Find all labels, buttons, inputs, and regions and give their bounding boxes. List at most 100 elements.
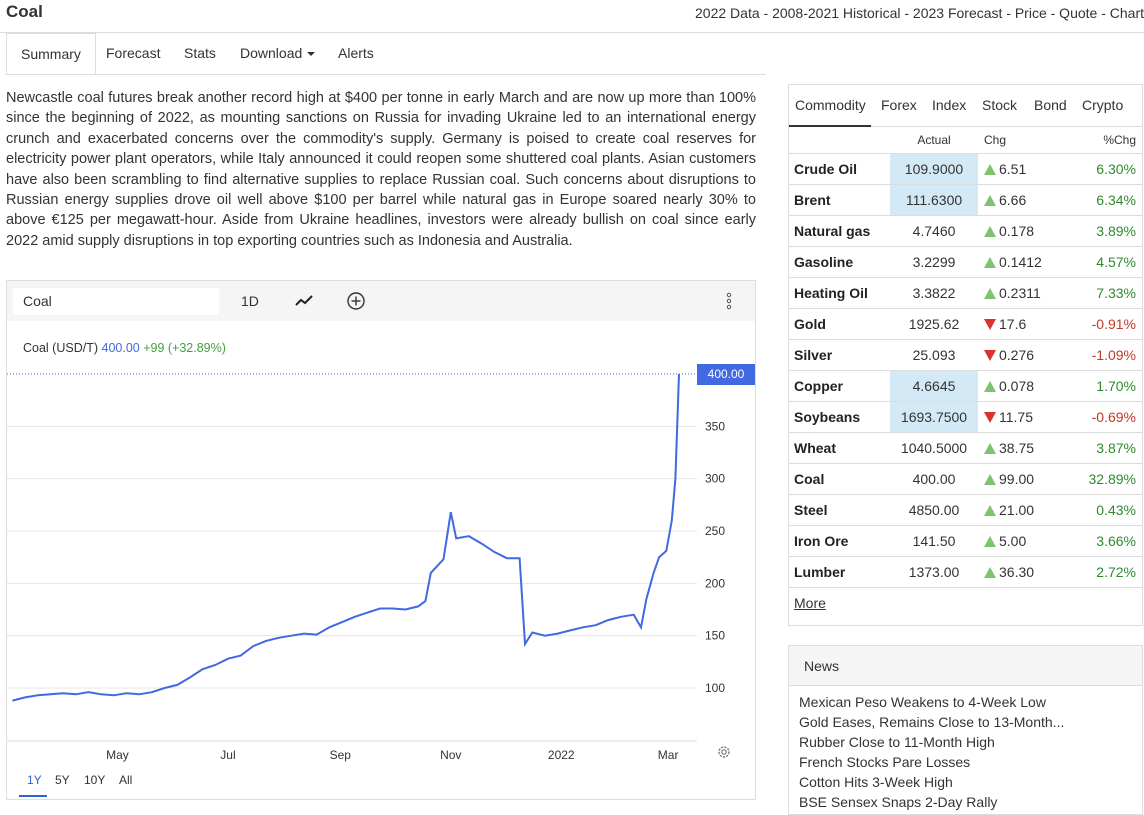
news-item[interactable]: Rubber Close to 11-Month High (799, 734, 995, 750)
quote-chg: 0.276 (978, 339, 1068, 371)
quote-name[interactable]: Silver (789, 339, 890, 371)
quote-chg-value: 6.51 (999, 160, 1027, 177)
quote-row[interactable]: Heating Oil 3.3822 0.2311 7.33% (789, 277, 1142, 309)
quote-chg-value: 6.66 (999, 191, 1027, 208)
summary-text: Newcastle coal futures break another rec… (6, 90, 756, 249)
quote-row[interactable]: Soybeans 1693.7500 11.75 -0.69% (789, 401, 1142, 433)
quote-row[interactable]: Iron Ore 141.50 5.00 3.66% (789, 525, 1142, 557)
news-list: Mexican Peso Weakens to 4-Week Low Gold E… (799, 692, 1139, 812)
quote-chg: 17.6 (978, 308, 1068, 340)
range-all[interactable]: All (119, 773, 133, 787)
quote-actual: 4.6645 (890, 370, 978, 402)
arrow-up-icon (984, 442, 996, 454)
quote-name[interactable]: Steel (789, 494, 890, 526)
quote-row[interactable]: Wheat 1040.5000 38.75 3.87% (789, 432, 1142, 464)
quotes-table: Actual Chg %Chg Crude Oil 109.9000 6.51 6.3… (789, 127, 1142, 588)
quote-pct: 2.72% (1068, 556, 1142, 588)
tab-alerts[interactable]: Alerts (338, 45, 374, 61)
quote-chg-value: 0.178 (999, 222, 1035, 239)
quote-name[interactable]: Brent (789, 184, 890, 216)
quote-row[interactable]: Silver 25.093 0.276 -1.09% (789, 339, 1142, 371)
chart-panel: Coal 1D Coal (USD/T) 400.00 +99 (+32.89%… (6, 280, 756, 800)
quote-name[interactable]: Natural gas (789, 215, 890, 247)
quote-row[interactable]: Coal 400.00 99.00 32.89% (789, 463, 1142, 495)
quote-row[interactable]: Crude Oil 109.9000 6.51 6.30% (789, 153, 1142, 185)
tab-forex[interactable]: Forex (881, 97, 917, 113)
news-item[interactable]: BSE Sensex Snaps 2-Day Rally (799, 794, 998, 810)
news-item[interactable]: Cotton Hits 3-Week High (799, 774, 953, 790)
arrow-down-icon (984, 349, 996, 361)
range-5y[interactable]: 5Y (55, 773, 70, 787)
quote-actual: 1373.00 (890, 556, 978, 588)
quote-name[interactable]: Lumber (789, 556, 890, 588)
tab-forecast[interactable]: Forecast (106, 45, 161, 61)
quote-row[interactable]: Brent 111.6300 6.66 6.34% (789, 184, 1142, 216)
chart-toolbar: Coal 1D (7, 281, 755, 321)
caret-down-icon (307, 52, 316, 57)
tab-summary[interactable]: Summary (6, 33, 96, 75)
quote-row[interactable]: Copper 4.6645 0.078 1.70% (789, 370, 1142, 402)
quote-name[interactable]: Wheat (789, 432, 890, 464)
settings-gear-icon[interactable] (715, 743, 733, 761)
quote-chg: 0.1412 (978, 246, 1068, 278)
quote-row[interactable]: Steel 4850.00 21.00 0.43% (789, 494, 1142, 526)
quote-name[interactable]: Heating Oil (789, 277, 890, 309)
quote-name[interactable]: Coal (789, 463, 890, 495)
quote-name[interactable]: Iron Ore (789, 525, 890, 557)
symbol-search-input[interactable]: Coal (13, 288, 219, 315)
quote-name[interactable]: Crude Oil (789, 153, 890, 185)
quote-pct: -0.91% (1068, 308, 1142, 340)
quote-pct: -0.69% (1068, 401, 1142, 433)
quote-row[interactable]: Gasoline 3.2299 0.1412 4.57% (789, 246, 1142, 278)
page-description: 2022 Data - 2008-2021 Historical - 2023 … (695, 5, 1144, 21)
header-chg: Chg (978, 127, 1068, 154)
tab-stock[interactable]: Stock (982, 97, 1018, 113)
quote-name[interactable]: Soybeans (789, 401, 890, 433)
chart-legend: Coal (USD/T) 400.00 +99 (+32.89%) (23, 341, 226, 355)
x-tick-label: May (106, 748, 129, 762)
news-item[interactable]: Mexican Peso Weakens to 4-Week Low (799, 694, 1046, 710)
y-tick-label: 200 (705, 576, 725, 590)
add-indicator-icon[interactable] (345, 290, 367, 312)
header-actual: Actual (890, 127, 978, 154)
tab-crypto[interactable]: Crypto (1082, 97, 1124, 113)
quote-actual: 3.3822 (890, 277, 978, 309)
interval-button[interactable]: 1D (241, 293, 259, 309)
quote-actual: 4850.00 (890, 494, 978, 526)
price-chart[interactable]: 100 150 200 250 300 350 May Jul Sep Nov 2022 Mar 400… (7, 321, 755, 771)
news-item[interactable]: French Stocks Pare Losses (799, 754, 971, 770)
arrow-up-icon (984, 535, 996, 547)
quote-row[interactable]: Lumber 1373.00 36.30 2.72% (789, 556, 1142, 588)
tab-download[interactable]: Download (226, 33, 329, 74)
quote-chg: 11.75 (978, 401, 1068, 433)
main-tabs: Summary Forecast Stats Download Alerts (6, 33, 766, 75)
tab-commodity[interactable]: Commodity (795, 97, 866, 113)
quote-chg: 99.00 (978, 463, 1068, 495)
tab-stats[interactable]: Stats (184, 45, 216, 61)
quote-name[interactable]: Copper (789, 370, 890, 402)
line-chart-icon[interactable] (293, 290, 315, 312)
quote-chg: 0.2311 (978, 277, 1068, 309)
arrow-down-icon (984, 411, 996, 423)
range-1y[interactable]: 1Y (27, 773, 42, 787)
more-link[interactable]: More (794, 595, 826, 611)
quote-row[interactable]: Natural gas 4.7460 0.178 3.89% (789, 215, 1142, 247)
header-name (789, 127, 890, 154)
quote-chg-value: 0.078 (999, 377, 1035, 394)
market-tabs: Commodity Forex Index Stock Bond Crypto (789, 85, 1142, 127)
quote-name[interactable]: Gold (789, 308, 890, 340)
quote-name[interactable]: Gasoline (789, 246, 890, 278)
quote-pct: 32.89% (1068, 463, 1142, 495)
quote-chg: 0.078 (978, 370, 1068, 402)
quote-pct: 6.30% (1068, 153, 1142, 185)
arrow-up-icon (984, 256, 996, 268)
range-10y[interactable]: 10Y (84, 773, 106, 787)
quote-actual: 141.50 (890, 525, 978, 557)
news-item[interactable]: Gold Eases, Remains Close to 13-Month... (799, 714, 1065, 730)
more-options-icon[interactable] (721, 290, 737, 312)
tab-index[interactable]: Index (932, 97, 967, 113)
tab-bond[interactable]: Bond (1034, 97, 1067, 113)
quote-row[interactable]: Gold 1925.62 17.6 -0.91% (789, 308, 1142, 340)
quote-actual: 1925.62 (890, 308, 978, 340)
quote-actual: 4.7460 (890, 215, 978, 247)
